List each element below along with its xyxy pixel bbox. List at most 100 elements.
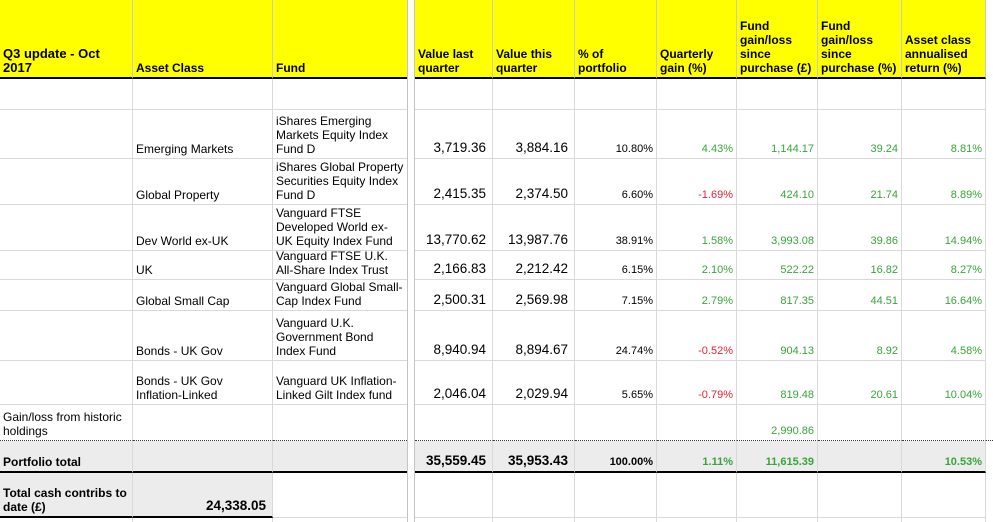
cell-fund[interactable]: Vanguard FTSE U.K. All-Share Index Trust [273,251,407,280]
cell-annualised[interactable]: 10.04% [902,361,986,405]
cell-gain-gbp[interactable]: 1,144.17 [737,110,818,159]
empty-cell[interactable] [133,79,273,110]
cell-gain-gbp[interactable]: 817.35 [737,280,818,311]
empty-cell[interactable] [818,79,902,110]
cell-value-this[interactable]: 2,029.94 [493,361,575,405]
cell-quarterly-gain[interactable]: 2.10% [657,251,737,280]
cell-value-this[interactable]: 8,894.67 [493,311,575,361]
cell-fund[interactable]: Vanguard FTSE Developed World ex-UK Equi… [273,205,407,251]
cell-annualised[interactable]: 8.81% [902,110,986,159]
cell-gain-pct[interactable]: 20.61 [818,361,902,405]
cell-fund[interactable]: Vanguard Global Small-Cap Index Fund [273,280,407,311]
portfolio-total-row: Portfolio total 35,559.45 35,953.43 100.… [0,441,993,473]
cell-gain-gbp[interactable]: 904.13 [737,311,818,361]
col-header-fund[interactable]: Fund [273,0,407,79]
cell-gain-pct[interactable]: 39.24 [818,110,902,159]
cell-quarterly-gain[interactable]: -0.52% [657,311,737,361]
cell-gain-pct[interactable]: 8.92 [818,311,902,361]
header-row: Q3 update - Oct 2017 Asset Class Fund Va… [0,0,993,79]
cell-fund[interactable]: Vanguard U.K. Government Bond Index Fund [273,311,407,361]
col-header-asset-class[interactable]: Asset Class [133,0,273,79]
cell-annualised[interactable]: 8.89% [902,159,986,205]
empty-cell[interactable] [493,79,575,110]
cash-contribs-value[interactable]: 24,338.05 [133,473,273,518]
cash-contribs-label[interactable]: Total cash contribs to date (£) [0,473,133,518]
cell-asset-class[interactable]: UK [133,251,273,280]
col-header-pct-portfolio[interactable]: % of portfolio [575,0,657,79]
cell-pct-portfolio[interactable]: 24.74% [575,311,657,361]
cell-value-this[interactable]: 13,987.76 [493,205,575,251]
col-header-gain-pct[interactable]: Fund gain/loss since purchase (%) [818,0,902,79]
cell-value-this[interactable]: 3,884.16 [493,110,575,159]
cell-annualised[interactable]: 14.94% [902,205,986,251]
cell-pct-portfolio[interactable]: 6.60% [575,159,657,205]
empty-cell[interactable] [737,79,818,110]
col-header-gain-gbp[interactable]: Fund gain/loss since purchase (£) [737,0,818,79]
empty-cell[interactable] [0,79,133,110]
empty-cell[interactable] [575,79,657,110]
cell-pct-portfolio[interactable]: 6.15% [575,251,657,280]
cell-gain-pct[interactable]: 39.86 [818,205,902,251]
cell-quarterly-gain[interactable]: 4.43% [657,110,737,159]
cell-asset-class[interactable]: Global Property [133,159,273,205]
cell-value-last[interactable]: 8,940.94 [415,311,493,361]
cell-fund[interactable]: iShares Emerging Markets Equity Index Fu… [273,110,407,159]
total-annualised[interactable]: 10.53% [902,441,986,473]
cell-value-this[interactable]: 2,374.50 [493,159,575,205]
col-header-annualised[interactable]: Asset class annualised return (%) [902,0,986,79]
cell-pct-portfolio[interactable]: 5.65% [575,361,657,405]
cell-asset-class[interactable]: Dev World ex-UK [133,205,273,251]
cell-annualised[interactable]: 4.58% [902,311,986,361]
total-quarterly-gain[interactable]: 1.11% [657,441,737,473]
empty-cell[interactable] [415,79,493,110]
blank-row [0,79,993,110]
portfolio-total-label[interactable]: Portfolio total [0,441,133,473]
cell-fund[interactable]: Vanguard UK Inflation-Linked Gilt Index … [273,361,407,405]
cell-gain-gbp[interactable]: 424.10 [737,159,818,205]
cell-value-last[interactable]: 2,415.35 [415,159,493,205]
cell-pct-portfolio[interactable]: 10.80% [575,110,657,159]
cell-quarterly-gain[interactable]: 2.79% [657,280,737,311]
cell-gain-pct[interactable]: 44.51 [818,280,902,311]
cell-quarterly-gain[interactable]: 1.58% [657,205,737,251]
cell-annualised[interactable]: 16.64% [902,280,986,311]
cell-value-last[interactable]: 3,719.36 [415,110,493,159]
cell-value-last[interactable]: 13,770.62 [415,205,493,251]
total-value-last[interactable]: 35,559.45 [415,441,493,473]
cell-pct-portfolio[interactable]: 38.91% [575,205,657,251]
cell-value-last[interactable]: 2,046.04 [415,361,493,405]
cell-gain-pct[interactable]: 21.74 [818,159,902,205]
table-row: Global Small Cap Vanguard Global Small-C… [0,280,993,311]
cell-gain-gbp[interactable]: 3,993.08 [737,205,818,251]
table-row: UK Vanguard FTSE U.K. All-Share Index Tr… [0,251,993,280]
cell-annualised[interactable]: 8.27% [902,251,986,280]
total-value-this[interactable]: 35,953.43 [493,441,575,473]
col-header-value-last[interactable]: Value last quarter [415,0,493,79]
historic-gain-gbp[interactable]: 2,990.86 [737,405,818,441]
cell-value-last[interactable]: 2,166.83 [415,251,493,280]
col-header-quarterly-gain[interactable]: Quarterly gain (%) [657,0,737,79]
total-gain-gbp[interactable]: 11,615.39 [737,441,818,473]
cell-quarterly-gain[interactable]: -1.69% [657,159,737,205]
empty-cell[interactable] [902,79,986,110]
cell-value-this[interactable]: 2,212.42 [493,251,575,280]
cell-asset-class[interactable]: Bonds - UK Gov [133,311,273,361]
cell-asset-class[interactable]: Emerging Markets [133,110,273,159]
cell-fund[interactable]: iShares Global Property Securities Equit… [273,159,407,205]
empty-cell[interactable] [273,79,407,110]
cell-asset-class[interactable]: Global Small Cap [133,280,273,311]
cell-quarterly-gain[interactable]: -0.79% [657,361,737,405]
cell-gain-pct[interactable]: 16.82 [818,251,902,280]
cell-value-this[interactable]: 2,569.98 [493,280,575,311]
col-header-value-this[interactable]: Value this quarter [493,0,575,79]
cell-value-last[interactable]: 2,500.31 [415,280,493,311]
cell-asset-class[interactable]: Bonds - UK Gov Inflation-Linked [133,361,273,405]
empty-cell[interactable] [657,79,737,110]
cell-gain-gbp[interactable]: 819.48 [737,361,818,405]
historic-holdings-label[interactable]: Gain/loss from historic holdings [0,405,133,441]
total-pct-portfolio[interactable]: 100.00% [575,441,657,473]
cell-gain-gbp[interactable]: 522.22 [737,251,818,280]
cell-pct-portfolio[interactable]: 7.15% [575,280,657,311]
sheet-title-cell[interactable]: Q3 update - Oct 2017 [0,0,133,79]
